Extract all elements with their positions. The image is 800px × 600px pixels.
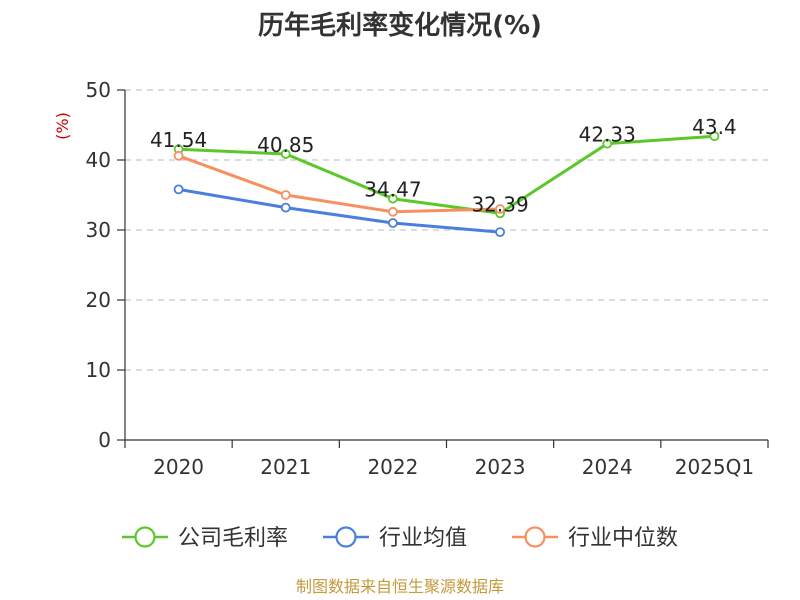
x-tick-label-2023: 2023: [475, 455, 526, 479]
series-line-1: [178, 187, 501, 234]
data-label-s0-2: 34.47: [364, 178, 421, 202]
y-axis-unit-label: (%): [53, 112, 72, 140]
data-point-s2-3: [495, 204, 505, 214]
data-labels: 41.54 40.85 34.47 32.39 42.33 43.4: [150, 115, 737, 216]
data-label-s0-5: 43.4: [692, 115, 737, 139]
data-label-s0-0: 41.54: [150, 128, 207, 152]
data-point-s0-1: [280, 149, 291, 159]
chart-title: 历年毛利率变化情况(%): [258, 10, 542, 41]
legend-label-1: 行业均值: [379, 526, 467, 551]
data-point-s1-1: [280, 202, 291, 213]
x-tick-label-2024: 2024: [582, 455, 633, 479]
y-tick-label-30: 30: [86, 218, 111, 242]
y-tick-label-10: 10: [86, 358, 111, 382]
legend-label-2: 行业中位数: [568, 526, 678, 551]
data-point-s1-3: [495, 227, 505, 238]
series-line-2: [178, 154, 501, 214]
series-line-0: [178, 134, 715, 215]
legend: 公司毛利率 行业均值 行业中位数: [122, 526, 678, 551]
gridlines: [125, 89, 768, 371]
series-layer: [173, 131, 720, 238]
data-source-note: 制图数据来自恒生聚源数据库: [296, 577, 504, 596]
y-tick-label-20: 20: [86, 288, 111, 312]
data-point-s2-1: [280, 190, 291, 200]
data-point-s1-0: [173, 184, 184, 195]
data-point-s2-2: [388, 206, 398, 217]
data-point-s0-2: [388, 193, 398, 204]
data-label-s0-3: 32.39: [471, 192, 528, 216]
data-label-s0-1: 40.85: [257, 133, 314, 157]
x-tick-label-2021: 2021: [260, 455, 311, 479]
data-point-s0-5: [709, 131, 720, 142]
x-tick-label-2020: 2020: [153, 455, 204, 479]
legend-marker-1: [335, 526, 357, 548]
x-tick-label-2022: 2022: [367, 455, 418, 479]
data-point-s1-2: [388, 218, 398, 228]
data-label-s0-4: 42.33: [579, 123, 636, 147]
legend-marker-2: [524, 526, 546, 548]
data-point-s0-4: [602, 138, 613, 149]
legend-marker-0: [134, 526, 156, 548]
y-tick-label-50: 50: [86, 78, 111, 102]
legend-label-0: 公司毛利率: [178, 526, 288, 551]
y-tick-label-0: 0: [98, 428, 111, 452]
axes: 0 10 20 30 40 50 2020 2021 2022 2023 2024 2025Q1: [86, 78, 769, 479]
y-tick-label-40: 40: [86, 148, 111, 172]
data-point-s2-0: [173, 150, 184, 161]
x-tick-label-2025Q1: 2025Q1: [675, 455, 754, 479]
